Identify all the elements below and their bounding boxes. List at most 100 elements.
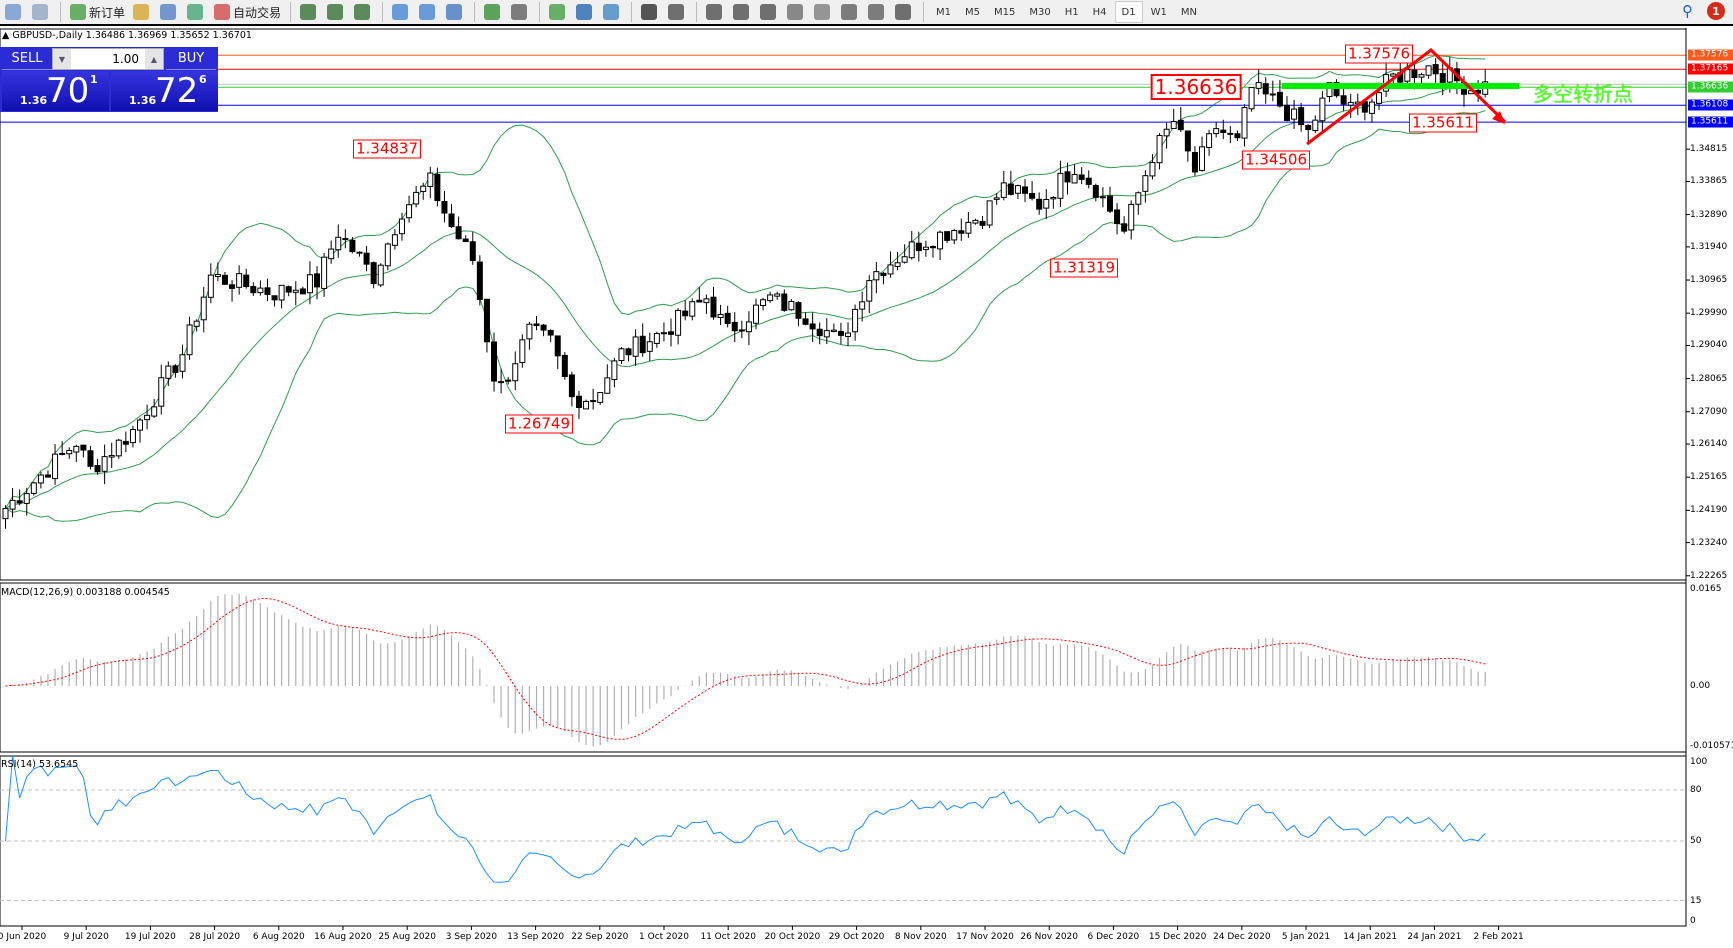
lot-size-stepper[interactable]: ▼ 1.00 ▲ xyxy=(52,48,164,70)
y-tick-label: 1.30965 xyxy=(1690,275,1728,286)
fibonacci-button[interactable] xyxy=(811,1,836,23)
buy-button[interactable]: BUY xyxy=(166,48,216,70)
buy-quote[interactable]: 1.36 72 6 xyxy=(111,71,218,111)
sell-quote[interactable]: 1.36 70 1 xyxy=(2,71,109,111)
candle xyxy=(752,298,759,330)
candle xyxy=(1092,183,1099,202)
candle-body xyxy=(1184,130,1191,152)
price-annotation[interactable]: 1.34837 xyxy=(352,139,422,159)
periods-button[interactable] xyxy=(573,1,598,23)
candlestick-button[interactable] xyxy=(324,1,349,23)
timeframe-m30[interactable]: M30 xyxy=(1029,6,1051,18)
sell-button[interactable]: SELL xyxy=(2,48,52,70)
candle xyxy=(958,218,965,241)
toolbar-separator xyxy=(60,2,61,22)
x-tick-label: 0 Jun 2020 xyxy=(0,932,47,942)
notification-badge[interactable]: 1 xyxy=(1707,2,1725,20)
text-button[interactable] xyxy=(838,1,863,23)
price-annotation[interactable]: 1.31319 xyxy=(1049,258,1119,278)
candle xyxy=(944,231,951,244)
text-label-button[interactable] xyxy=(865,1,890,23)
arrows-button[interactable] xyxy=(892,1,917,23)
candle-body xyxy=(30,482,37,494)
cursor-button[interactable] xyxy=(638,1,663,23)
candle-body xyxy=(137,419,144,431)
candle-body xyxy=(724,312,731,324)
autotrading-button[interactable]: 自动交易 xyxy=(211,1,284,23)
timeframe-d1[interactable]: D1 xyxy=(1114,1,1143,23)
x-tick-label: 13 Sep 2020 xyxy=(507,932,565,942)
candle xyxy=(221,272,228,285)
candle-body xyxy=(1276,91,1283,107)
y-tick-label: 1.22265 xyxy=(1690,570,1728,581)
timeframe-m15[interactable]: M15 xyxy=(994,6,1016,18)
price-annotation[interactable]: 1.34506 xyxy=(1241,150,1311,170)
crosshair-button[interactable] xyxy=(665,1,690,23)
timeframe-m5[interactable]: M5 xyxy=(965,6,981,18)
candle xyxy=(299,286,306,295)
candle xyxy=(1050,196,1057,209)
timeframe-mn[interactable]: MN xyxy=(1180,6,1197,18)
chart-shift-button[interactable] xyxy=(508,1,533,23)
candle-body xyxy=(547,329,554,336)
candle-body xyxy=(689,301,696,317)
auto-scroll-button[interactable] xyxy=(481,1,506,23)
search-icon[interactable]: ⚲ xyxy=(1682,2,1693,20)
zoom-out-button[interactable] xyxy=(416,1,441,23)
signal-button[interactable] xyxy=(184,1,209,23)
candle-body xyxy=(491,341,498,382)
vertical-line-button[interactable] xyxy=(703,1,728,23)
candle xyxy=(2,505,9,529)
bar-chart-button[interactable] xyxy=(297,1,322,23)
price-annotation[interactable]: 1.35611 xyxy=(1408,113,1478,133)
candle xyxy=(1283,96,1290,122)
candle-body xyxy=(554,335,561,357)
timeframe-h1[interactable]: H1 xyxy=(1064,6,1079,18)
equidistant-channel-button[interactable] xyxy=(784,1,809,23)
lot-size-input[interactable]: 1.00 xyxy=(112,52,139,66)
y-tick-label: 1.32890 xyxy=(1690,209,1728,220)
zoom-in-button[interactable] xyxy=(389,1,414,23)
indicators-button[interactable] xyxy=(546,1,571,23)
chart-title-text: GBPUSD-,Daily 1.36486 1.36969 1.35652 1.… xyxy=(12,30,252,41)
templates-button[interactable] xyxy=(600,1,625,23)
timeframe-h4[interactable]: H4 xyxy=(1092,6,1107,18)
line-chart-icon xyxy=(354,4,371,20)
price-annotation[interactable]: 1.36636 xyxy=(1150,74,1242,100)
tile-windows-button[interactable] xyxy=(443,1,468,23)
candle xyxy=(781,289,788,312)
candle xyxy=(590,388,597,410)
horizontal-line-button[interactable] xyxy=(730,1,755,23)
timeframe-m1[interactable]: M1 xyxy=(936,6,952,18)
candle-body xyxy=(285,286,292,293)
lot-increase-icon[interactable]: ▲ xyxy=(145,49,163,69)
candle xyxy=(1432,58,1439,85)
price-annotation[interactable]: 1.26749 xyxy=(504,414,574,434)
candle xyxy=(264,278,271,302)
new-order-icon xyxy=(70,4,86,20)
candle-body xyxy=(406,204,413,219)
timeframe-w1[interactable]: W1 xyxy=(1150,6,1167,18)
chart-area[interactable] xyxy=(0,28,1733,948)
collapse-triangle-icon[interactable]: ▲ xyxy=(2,30,10,41)
candle-body xyxy=(129,429,136,444)
price-annotation[interactable]: 1.37576 xyxy=(1344,44,1414,64)
zoom-chart-button[interactable] xyxy=(29,1,54,23)
candle-body xyxy=(696,299,703,303)
trendline-button[interactable] xyxy=(757,1,782,23)
lot-decrease-icon[interactable]: ▼ xyxy=(53,49,71,69)
candle xyxy=(894,252,901,271)
line-chart-button[interactable] xyxy=(351,1,376,23)
candle xyxy=(30,481,37,496)
text-label-icon xyxy=(868,4,885,20)
candle-body xyxy=(292,289,299,293)
candle-body xyxy=(1439,73,1446,84)
candle xyxy=(767,291,774,303)
x-tick-label: 22 Sep 2020 xyxy=(571,932,629,942)
chart-window-button[interactable] xyxy=(2,1,27,23)
history-button[interactable] xyxy=(130,1,155,23)
candle xyxy=(94,458,101,475)
new-order-button[interactable]: 新订单 xyxy=(67,1,128,23)
terminal-button[interactable] xyxy=(157,1,182,23)
candle-body xyxy=(866,280,873,302)
